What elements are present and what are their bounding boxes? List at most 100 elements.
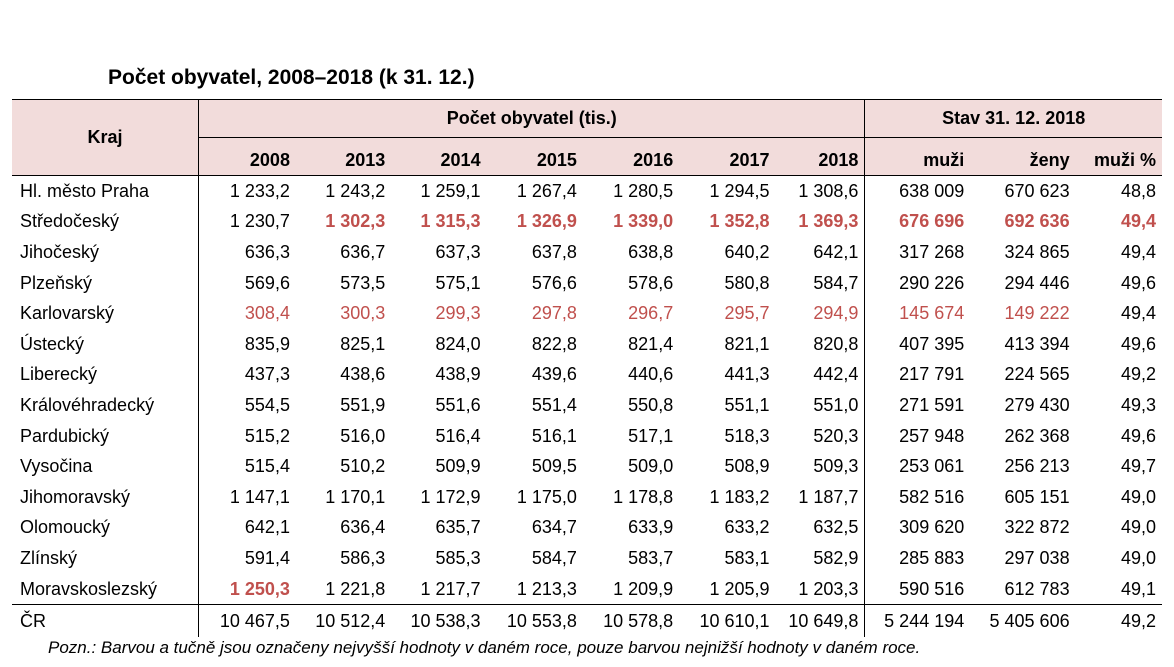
population-cell: 1 209,9 (613, 578, 674, 599)
state-cell: 290 226 (899, 272, 965, 293)
state-cell: 5 244 194 (864, 604, 971, 638)
population-cell: 640,2 (724, 241, 770, 262)
population-cell: 294,9 (775, 298, 866, 329)
population-cell: 1 302,3 (325, 211, 386, 232)
population-cell: 575,1 (435, 272, 481, 293)
population-cell: 576,6 (531, 272, 577, 293)
population-cell: 10 610,1 (679, 604, 776, 638)
population-cell: 633,9 (628, 517, 674, 538)
table-row: Jihočeský 636,3 636,7 637,3 637,8 638,8 640,2 6… (12, 237, 1162, 268)
header-year-2014: 2014 (391, 137, 487, 176)
population-cell: 578,6 (628, 272, 674, 293)
population-cell: 1 187,7 (775, 481, 866, 513)
state-cell: 145 674 (899, 303, 965, 324)
population-cell: 584,7 (775, 267, 866, 299)
population-cell: 642,1 (244, 517, 290, 538)
state-cell: 638 009 (899, 180, 965, 201)
region-name: Plzeňský (12, 267, 200, 299)
population-cell: 1 178,8 (613, 486, 674, 507)
population-cell: 509,3 (775, 451, 866, 482)
table-row: Pardubický 515,2 516,0 516,4 516,1 517,1 518,3… (12, 420, 1162, 452)
population-cell: 638,8 (628, 241, 674, 262)
table-row: Karlovarský 308,4 300,3 299,3 297,8 296,7 295,… (12, 298, 1162, 329)
population-cell: 583,7 (628, 547, 674, 568)
population-cell: 442,4 (775, 359, 866, 391)
population-cell: 642,1 (775, 237, 866, 268)
population-cell: 822,8 (531, 333, 577, 354)
state-cell: 253 061 (899, 456, 965, 477)
population-cell: 517,1 (628, 425, 674, 446)
population-cell: 633,2 (724, 517, 770, 538)
population-cell: 636,7 (340, 241, 386, 262)
state-cell: 149 222 (1004, 303, 1070, 324)
region-name: Středočeský (12, 206, 200, 238)
state-cell: 5 405 606 (970, 604, 1076, 638)
state-cell: 257 948 (899, 425, 965, 446)
region-name: Královéhradecký (12, 390, 200, 421)
population-cell: 516,4 (435, 425, 481, 446)
table-row: Jihomoravský 1 147,1 1 170,1 1 172,9 1 175,0… (12, 481, 1162, 513)
population-cell: 569,6 (244, 272, 290, 293)
region-name: Jihočeský (12, 237, 200, 268)
state-cell: 49,1 (1120, 578, 1156, 599)
table-row: Hl. město Praha 1 233,2 1 243,2 1 259,1 1 26… (12, 175, 1162, 207)
header-state-col-2: muži % (1075, 137, 1162, 176)
header-year-2018: 2018 (775, 137, 866, 176)
population-cell: 821,4 (628, 333, 674, 354)
table-row: Středočeský 1 230,7 1 302,3 1 315,3 1 326,9 1… (12, 206, 1162, 238)
state-cell: 49,4 (1120, 303, 1156, 324)
population-cell: 825,1 (340, 333, 386, 354)
population-cell: 551,9 (340, 394, 386, 415)
population-cell: 516,1 (531, 425, 577, 446)
region-name: Liberecký (12, 359, 200, 391)
state-cell: 262 368 (1004, 425, 1070, 446)
state-cell: 676 696 (899, 211, 965, 232)
population-cell: 439,6 (531, 364, 577, 385)
region-name: Vysočina (12, 451, 200, 482)
population-cell: 1 183,2 (709, 486, 770, 507)
state-cell: 49,4 (1120, 241, 1156, 262)
state-cell: 49,4 (1120, 211, 1156, 232)
population-cell: 632,5 (775, 512, 866, 544)
population-cell: 308,4 (244, 303, 290, 324)
header-year-2008: 2008 (198, 137, 296, 176)
population-cell: 520,3 (775, 420, 866, 452)
population-cell: 1 170,1 (325, 486, 386, 507)
state-cell: 582 516 (899, 486, 965, 507)
population-cell: 821,1 (724, 333, 770, 354)
state-cell: 49,6 (1120, 425, 1156, 446)
state-cell: 612 783 (1004, 578, 1070, 599)
population-cell: 296,7 (628, 303, 674, 324)
population-cell: 518,3 (724, 425, 770, 446)
population-cell: 550,8 (628, 394, 674, 415)
state-cell: 48,8 (1120, 180, 1156, 201)
population-cell: 438,6 (340, 364, 386, 385)
population-cell: 637,8 (531, 241, 577, 262)
state-cell: 605 151 (1004, 486, 1070, 507)
state-cell: 324 865 (1004, 241, 1070, 262)
population-cell: 516,0 (340, 425, 386, 446)
population-cell: 551,1 (724, 394, 770, 415)
population-cell: 636,3 (244, 241, 290, 262)
state-cell: 217 791 (899, 364, 965, 385)
region-name: Olomoucký (12, 512, 200, 544)
population-table: Kraj Počet obyvatel (tis.) Stav 31. 12. … (12, 99, 1162, 638)
header-kraj: Kraj (12, 99, 200, 176)
state-cell: 49,2 (1120, 364, 1156, 385)
header-year-2013: 2013 (295, 137, 392, 176)
state-cell: 692 636 (1004, 211, 1070, 232)
population-cell: 584,7 (531, 547, 577, 568)
population-cell: 10 538,3 (391, 604, 487, 638)
population-cell: 1 369,3 (775, 206, 866, 238)
state-cell: 49,7 (1120, 456, 1156, 477)
population-cell: 1 233,2 (229, 180, 290, 201)
header-year-2017: 2017 (679, 137, 776, 176)
population-cell: 1 147,1 (229, 486, 290, 507)
total-row: ČR 10 467,5 10 512,4 10 538,3 10 553,8 10 578… (12, 604, 1162, 638)
state-cell: 285 883 (899, 547, 965, 568)
header-year-2016: 2016 (582, 137, 680, 176)
state-cell: 407 395 (899, 333, 965, 354)
state-cell: 49,6 (1120, 272, 1156, 293)
population-cell: 10 512,4 (295, 604, 392, 638)
state-cell: 49,0 (1120, 517, 1156, 538)
